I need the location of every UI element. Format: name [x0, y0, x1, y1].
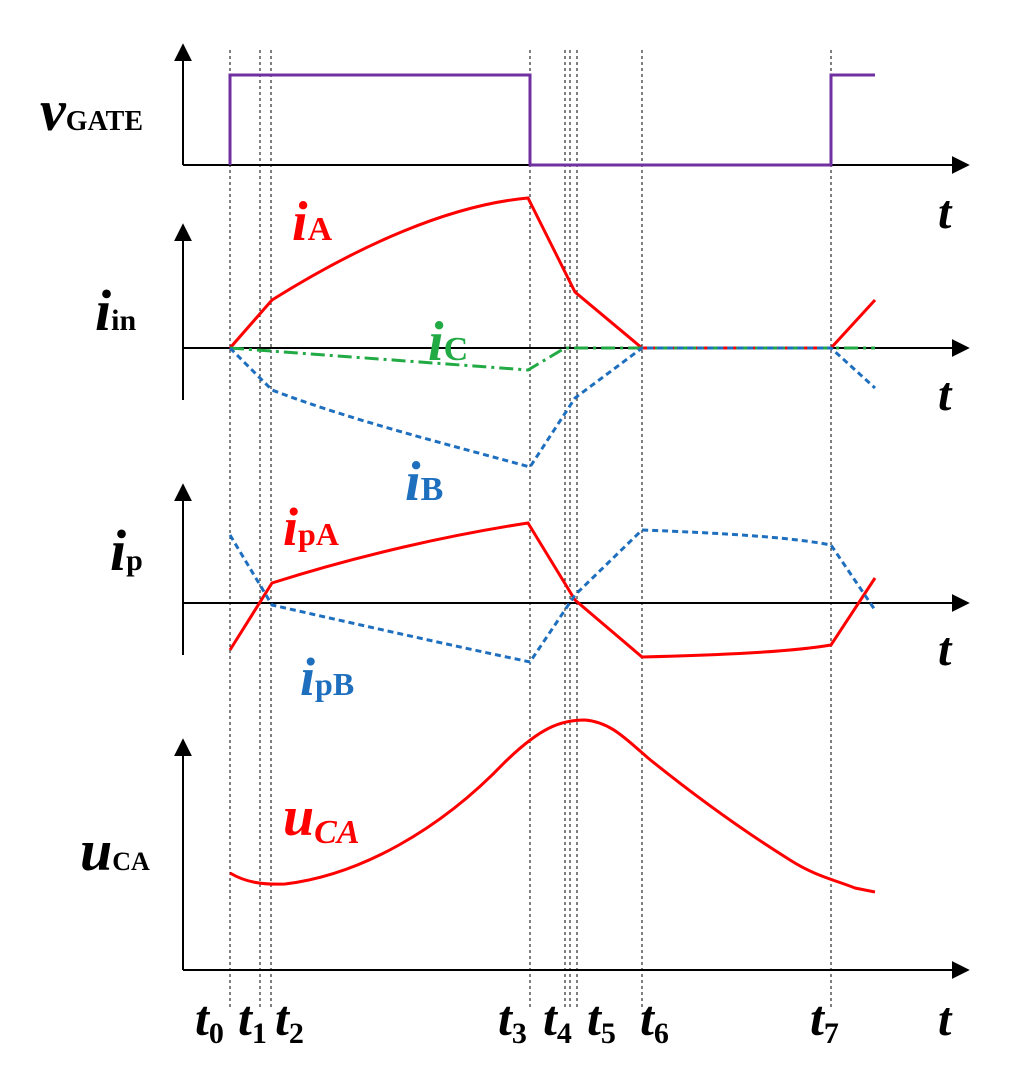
t0-label: t0 — [195, 990, 224, 1050]
t5-label: t5 — [587, 990, 616, 1050]
ipb-curve — [228, 528, 877, 664]
ib-curve — [228, 346, 877, 469]
time-marker-lines — [229, 50, 832, 1008]
iin-label: iin — [95, 278, 136, 343]
t7-label: t7 — [810, 990, 839, 1050]
t1-label: t1 — [238, 990, 267, 1050]
t3-label: t3 — [498, 990, 527, 1050]
t2-label: t2 — [275, 990, 304, 1050]
panel-iin: iin iA iC iB t — [95, 191, 970, 513]
ib-label: iB — [405, 451, 443, 513]
t6-label: t6 — [640, 990, 669, 1050]
ia-label: iA — [292, 191, 333, 253]
uca-curve — [229, 718, 876, 894]
ia-curve — [228, 196, 877, 350]
time-marker-labels: t0 t1 t2 t3 t4 t5 t6 t7 — [195, 990, 839, 1050]
ic-label: iC — [428, 311, 468, 373]
ipa-curve — [228, 521, 877, 659]
vgate-t-label: t — [938, 186, 953, 239]
ip-t-label: t — [938, 623, 953, 676]
ipa-label: ipA — [283, 497, 339, 557]
uca-curve-label: uCA — [283, 786, 360, 851]
uca-t-label: t — [938, 993, 953, 1046]
panel-vgate: vGATE t — [40, 43, 970, 239]
panel-uca: uCA uCA t — [80, 718, 970, 1046]
panel-ip: ip ipA ipB t — [110, 483, 970, 707]
ipb-label: ipB — [300, 647, 354, 707]
ip-label: ip — [110, 518, 143, 583]
iin-t-label: t — [938, 368, 953, 421]
vgate-waveform — [228, 73, 875, 167]
ic-curve — [229, 346, 875, 372]
uca-label: uCA — [80, 818, 150, 883]
vgate-label: vGATE — [40, 78, 143, 143]
t4-label: t4 — [543, 990, 572, 1050]
